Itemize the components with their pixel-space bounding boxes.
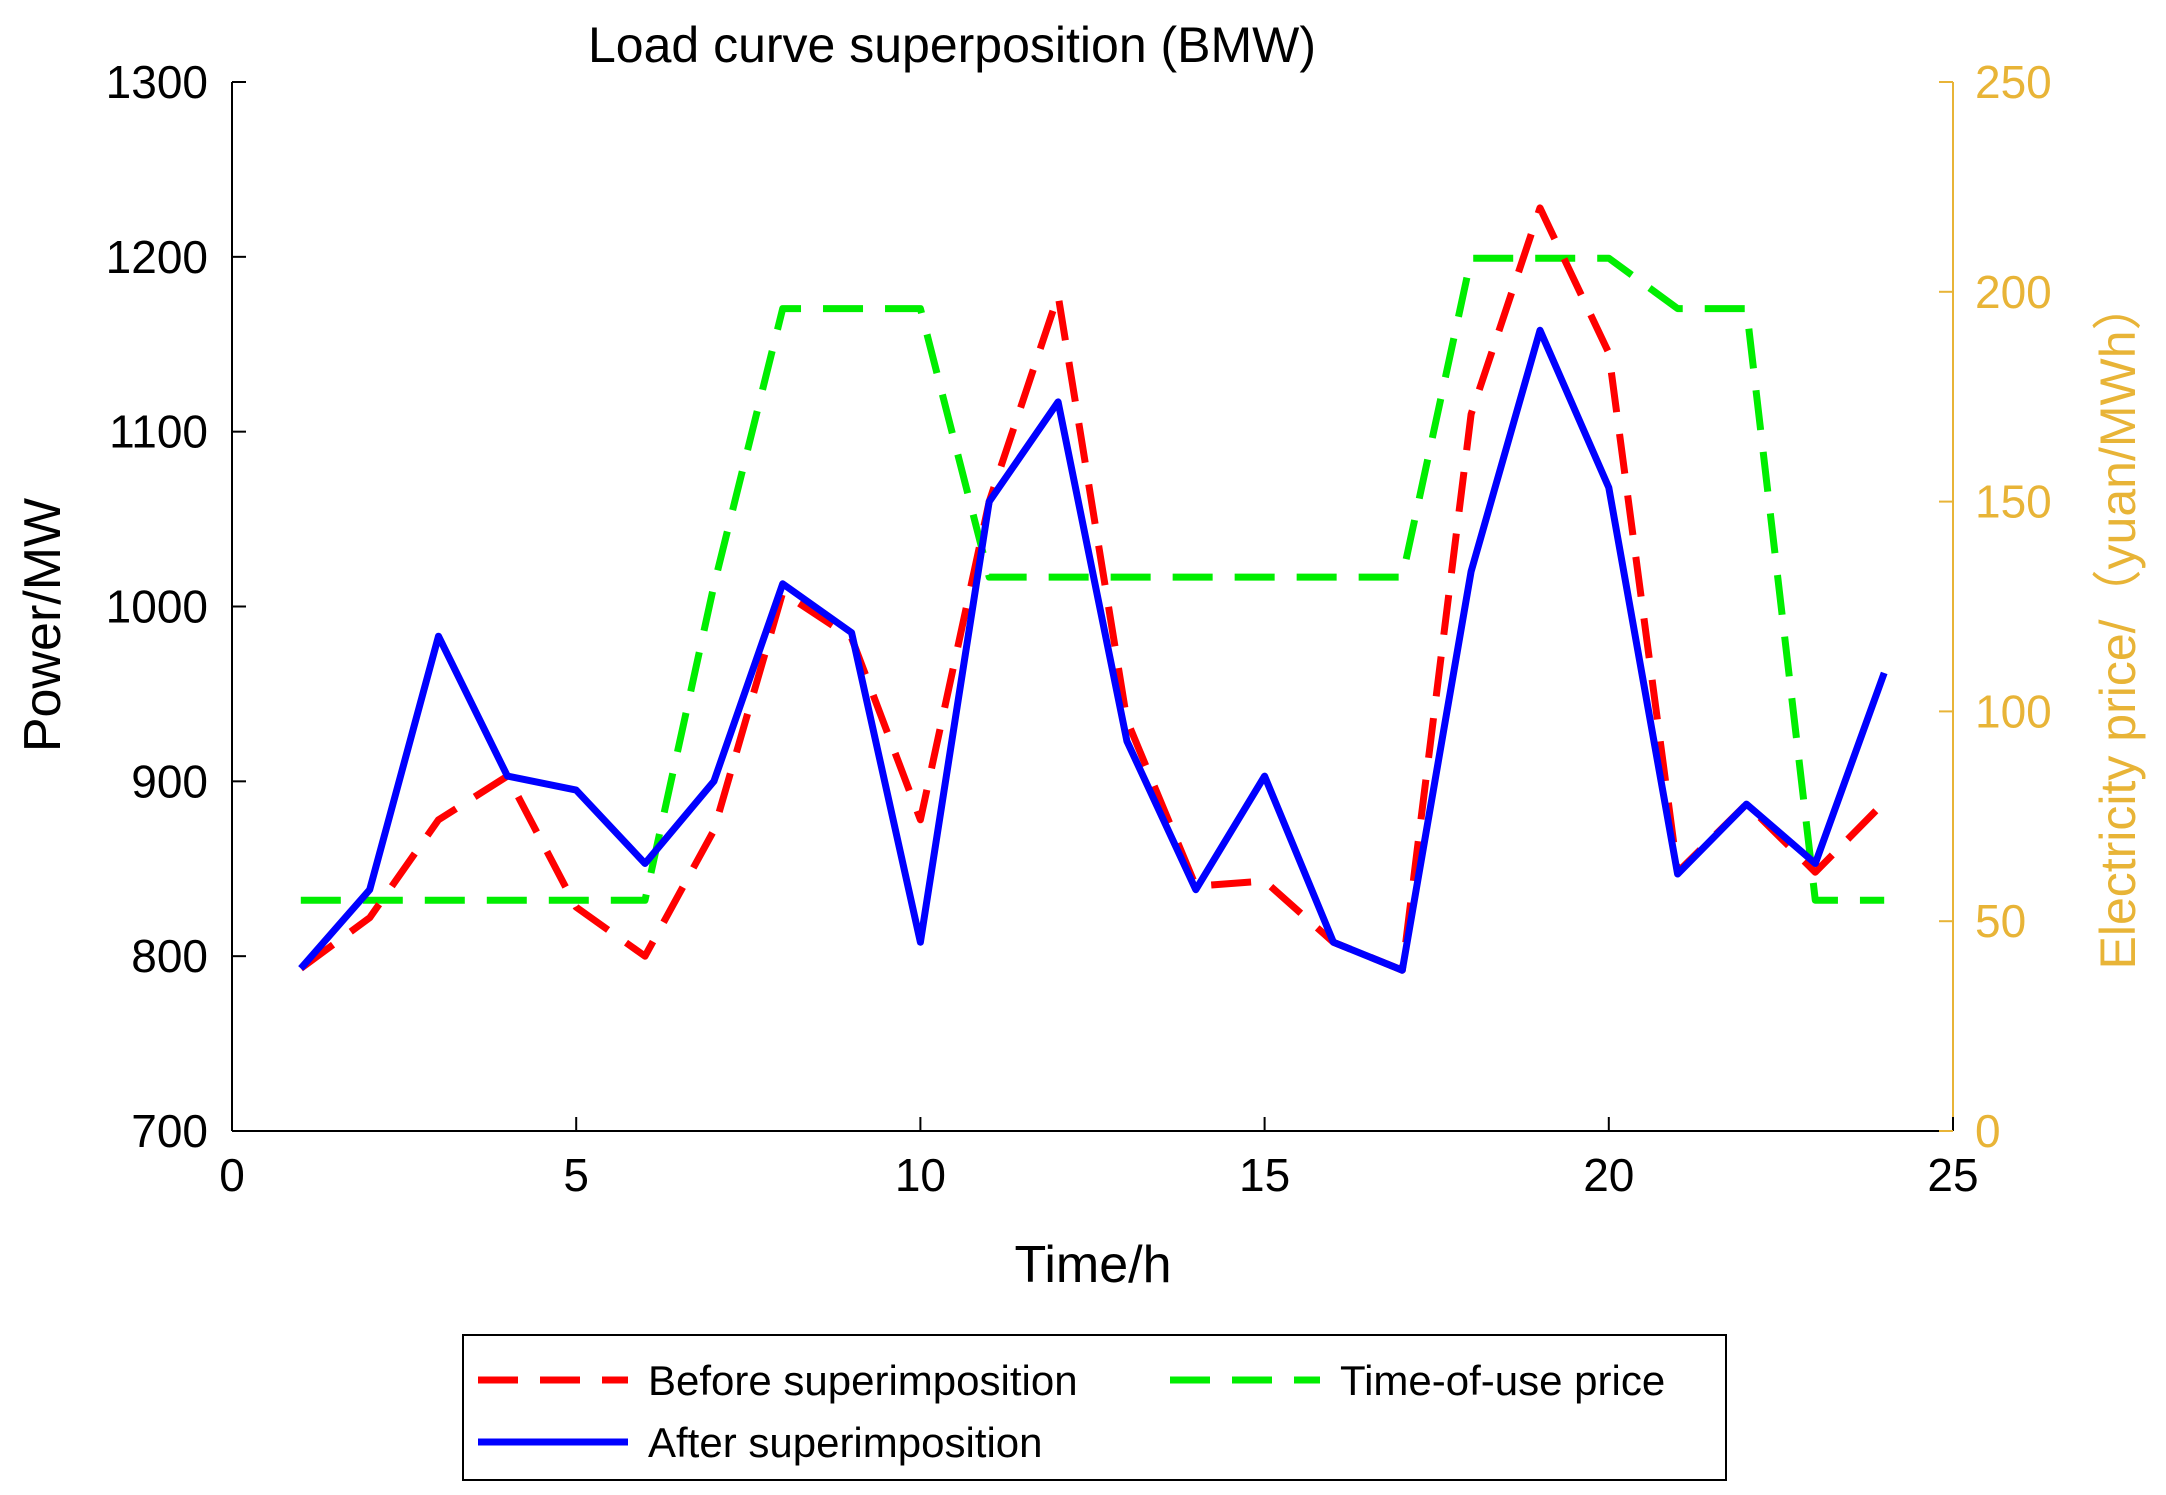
legend-label-price: Time-of-use price	[1340, 1357, 1665, 1404]
legend-box	[462, 1334, 1727, 1481]
x-tick-label: 25	[1927, 1149, 1978, 1201]
y2-tick-label: 200	[1975, 266, 2052, 318]
axes: 0 5 10 15 20 25 700 800 900 1000 1100 1200 1300 0 50 10…	[106, 56, 2052, 1201]
y2-tick-label: 250	[1975, 56, 2052, 108]
y2-tick-label: 150	[1975, 476, 2052, 528]
x-tick-label: 0	[219, 1149, 245, 1201]
x-tick-label: 20	[1583, 1149, 1634, 1201]
y-tick-label: 1000	[106, 581, 208, 633]
y2-tick-label: 100	[1975, 685, 2052, 737]
x-tick-label: 15	[1239, 1149, 1290, 1201]
y-tick-label: 700	[131, 1105, 208, 1157]
x-tick-label: 10	[895, 1149, 946, 1201]
x-tick-label: 5	[563, 1149, 589, 1201]
series-line-after-superimposition	[298, 326, 1888, 974]
legend-label-before: Before superimposition	[648, 1357, 1078, 1404]
y-tick-label: 900	[131, 755, 208, 807]
series-line-time-of-use-price	[300, 254, 1885, 904]
y2-tick-label: 0	[1975, 1105, 2001, 1157]
legend-label-after: After superimposition	[648, 1419, 1043, 1466]
y-axis-label: Power/MW	[14, 498, 72, 752]
legend: Before superimposition Time-of-use price…	[462, 1334, 1727, 1481]
plot-lines	[298, 204, 1888, 974]
y2-tick-label: 50	[1975, 895, 2026, 947]
y-tick-label: 800	[131, 930, 208, 982]
series-line-before-superimposition	[298, 204, 1887, 974]
y-tick-label: 1100	[109, 406, 208, 458]
chart-title: Load curve superposition (BMW)	[588, 17, 1316, 73]
y-tick-label: 1200	[106, 231, 208, 283]
y-tick-label: 1300	[106, 56, 208, 108]
x-axis-label: Time/h	[1015, 1236, 1172, 1294]
y2-axis-label: Electricity price/（yuan/MWh）	[2090, 280, 2146, 969]
